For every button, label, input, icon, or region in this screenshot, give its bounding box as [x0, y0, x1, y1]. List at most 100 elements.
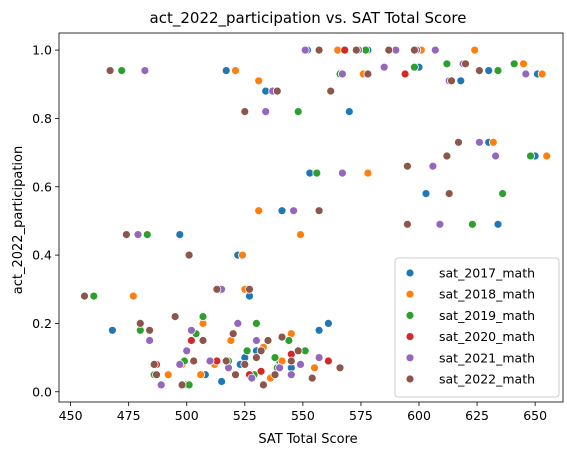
data-point [240, 359, 250, 369]
data-point [233, 318, 243, 328]
data-point [493, 219, 503, 229]
data-point [198, 312, 208, 322]
data-point [363, 168, 373, 178]
data-point [461, 59, 470, 69]
x-tick-label: 650 [523, 408, 547, 423]
legend-label: sat_2020_math [439, 329, 535, 344]
legend-box [394, 257, 560, 398]
data-point [231, 66, 240, 75]
data-point [314, 45, 324, 55]
data-point [493, 66, 503, 75]
data-point [256, 346, 266, 356]
data-point [537, 69, 547, 79]
data-point [340, 45, 350, 55]
data-point [519, 59, 528, 69]
data-point [163, 370, 173, 380]
data-point [326, 86, 336, 96]
legend-label: sat_2022_math [439, 372, 535, 387]
data-point [474, 137, 484, 147]
y-tick-label: 0.0 [32, 384, 52, 399]
data-point [177, 380, 187, 390]
data-point [293, 107, 303, 116]
data-point [286, 370, 296, 380]
legend-label: sat_2017_math [439, 266, 535, 281]
data-point [122, 230, 131, 240]
data-point [409, 62, 419, 72]
chart-title: act_2022_participation vs. SAT Total Sco… [150, 9, 467, 28]
data-point [488, 137, 498, 147]
data-point [430, 45, 440, 55]
legend-marker [405, 289, 415, 299]
data-point [142, 230, 152, 240]
data-point [444, 189, 454, 199]
legend-marker [405, 268, 415, 278]
data-point [175, 359, 185, 369]
data-point [242, 346, 252, 356]
data-point [447, 76, 456, 86]
x-tick-label: 450 [59, 408, 83, 423]
data-point [474, 66, 484, 75]
data-point [247, 373, 257, 383]
data-point [435, 219, 445, 229]
y-axis-label: act_2022_participation [11, 146, 26, 294]
data-point [314, 353, 324, 363]
data-point [221, 66, 231, 75]
data-point [256, 366, 266, 376]
data-point [186, 336, 196, 345]
data-point [270, 370, 280, 380]
data-point [251, 318, 261, 328]
data-point [184, 250, 194, 260]
x-tick-label: 550 [291, 408, 315, 423]
data-point [238, 250, 247, 260]
data-point [335, 363, 345, 373]
data-point [275, 363, 285, 373]
data-point [442, 151, 452, 161]
data-point [189, 356, 199, 366]
data-point [261, 107, 271, 116]
axes-frame [58, 32, 564, 403]
data-point [314, 325, 324, 335]
legend: sat_2017_math sat_2018_math sat_2019_maths… [394, 257, 560, 398]
data-point [344, 107, 354, 116]
data-point [128, 291, 138, 301]
data-point [221, 356, 231, 366]
plot-area [80, 45, 552, 390]
data-point [421, 189, 431, 199]
data-point [337, 168, 347, 178]
data-point [296, 359, 305, 369]
data-point [296, 230, 305, 240]
data-point [310, 363, 319, 373]
data-point [454, 137, 463, 147]
legend-marker [405, 310, 415, 320]
data-point [456, 76, 466, 86]
data-point [363, 69, 373, 79]
data-point [428, 161, 438, 171]
data-point [217, 377, 227, 386]
y-tick-label: 1.0 [32, 43, 52, 58]
data-point [402, 161, 412, 171]
axes: 450 475 500 525 550 575 600 625 650 0.0 0.2 0.4 0.6 0… [32, 32, 564, 423]
data-point [442, 59, 452, 69]
data-point [542, 151, 552, 161]
data-point [272, 86, 282, 96]
data-point [149, 359, 159, 369]
data-point [400, 69, 410, 79]
data-point [251, 353, 261, 363]
data-point [152, 370, 161, 380]
data-point [384, 45, 394, 55]
data-point [521, 69, 531, 79]
data-point [498, 189, 508, 199]
data-point [170, 312, 180, 322]
series-sat_2022_math [80, 45, 484, 390]
data-point [286, 356, 296, 366]
data-point [277, 332, 287, 342]
data-point [379, 62, 389, 72]
x-tick-label: 625 [465, 408, 489, 423]
data-point [409, 45, 419, 55]
data-point [467, 219, 477, 229]
y-tick-label: 0.2 [32, 316, 52, 331]
data-point [277, 206, 287, 216]
legend-marker [405, 332, 415, 342]
data-point [307, 373, 317, 383]
